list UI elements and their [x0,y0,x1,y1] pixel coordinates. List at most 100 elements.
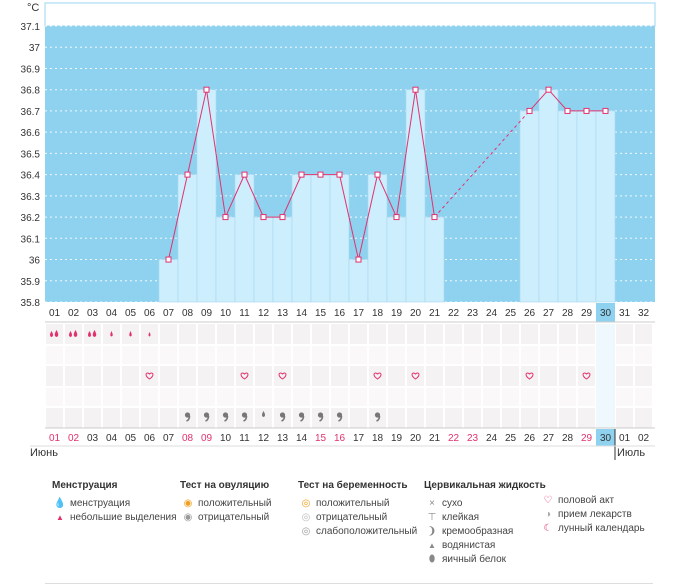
table-cell [312,408,329,428]
cycle-day-label: 05 [125,308,137,319]
table-cell [635,366,652,386]
table-cell [217,324,234,344]
legend-cervical-title: Цервикальная жидкость [424,480,546,491]
table-cell [198,408,215,428]
calendar-day-label: 27 [543,433,555,444]
table-cell [483,408,500,428]
dry-icon: × [429,498,435,509]
temp-bar [253,216,274,303]
line-segment [548,89,568,112]
table-cell [578,346,595,364]
moon-icon: ☾ [543,523,553,534]
line-segment [206,89,226,218]
calendar-day-label: 19 [391,433,403,444]
table-cell [179,324,196,344]
table-cell [198,388,215,406]
table-cell [369,346,386,364]
table-cell [521,366,538,386]
table-cell [312,346,329,364]
table-cell [236,366,253,386]
table-cell [217,346,234,364]
cycle-day-label: 24 [486,308,498,319]
creamy-icon [338,415,343,422]
table-cell [65,324,82,344]
table-cell [483,366,500,386]
cycle-day-label: 09 [201,308,213,319]
y-tick-label: 36.5 [21,149,41,160]
calendar-day-label: 29 [581,433,593,444]
table-cell [160,346,177,364]
table-cell [293,388,310,406]
cycle-day-label: 22 [448,308,460,319]
temp-point [165,256,172,263]
table-cell [521,408,538,428]
heavy-drop-icon [92,330,97,337]
y-tick-label: 36.3 [21,192,41,203]
temp-point [355,256,362,263]
heart-icon [240,372,249,380]
temp-bar [291,174,312,303]
table-cell [445,366,462,386]
table-cell [65,346,82,364]
today-highlight [596,429,615,446]
temp-point [222,214,229,221]
calendar-day-label: 11 [239,433,250,444]
table-cell [46,366,63,386]
table-cell [616,324,633,344]
calendar-day-label: 25 [505,433,517,444]
calendar-day-label: 04 [106,433,118,444]
calendar-day-label: 15 [315,433,327,444]
top-white-band [44,2,656,27]
table-cell [65,366,82,386]
month-label-july: Июль [617,447,645,459]
table-cell [559,346,576,364]
table-cell [236,346,253,364]
line-segment [396,89,416,218]
calendar-day-label: 23 [467,433,479,444]
heart-icon [145,372,154,380]
legend-menstruation: Менструация 💧 менструация ▲ небольшие выде… [52,480,177,523]
cycle-day-label: 31 [619,308,631,319]
cycle-day-label: 02 [68,308,80,319]
table-cell [65,388,82,406]
table-cell [255,408,272,428]
table-cell [179,346,196,364]
temp-point [279,214,286,221]
legend-ovulation: Тест на овуляцию ◉ положительный ◉ отрицат… [180,480,272,523]
table-cell [445,324,462,344]
cycle-day-row: 01 02 03 04 05 06 07 08 09 10 11 12 13 14 15 16 17 18 19 20… [45,303,655,323]
calendar-day-label: 10 [220,433,232,444]
table-cell [141,366,158,386]
line-segment [339,174,359,260]
table-cell [331,366,348,386]
light-drop-icon [148,332,151,337]
cycle-day-label: 04 [106,308,118,319]
calendar-day-row: 01 02 03 04 05 06 07 08 09 10 11 12 13 14 15 16 17 18 19 20… [30,427,655,460]
table-cell [46,324,63,344]
temp-bar [424,216,445,303]
table-cell [635,324,652,344]
y-tick-label: 36.1 [21,234,41,245]
table-cell [274,346,291,364]
cycle-day-label: 17 [353,308,365,319]
calendar-day-label: 14 [296,433,308,444]
calendar-day-label: 03 [87,433,99,444]
table-cell [274,408,291,428]
calendar-day-label: 09 [201,433,213,444]
temp-bar [234,174,255,303]
calendar-day-label: 17 [353,433,365,444]
bottom-divider [45,583,653,584]
table-cell [46,388,63,406]
calendar-day-label: 01 [49,433,61,444]
table-cell [179,366,196,386]
cycle-day-label: 14 [296,308,308,319]
table-cell [521,346,538,364]
calendar-day-label: 02 [638,433,650,444]
temp-bar [557,110,578,303]
table-cell [103,346,120,364]
calendar-day-label: 30 [600,433,612,444]
table-cell [616,346,633,364]
table-cell [350,366,367,386]
creamy-icon [376,415,381,422]
table-cell [103,408,120,428]
